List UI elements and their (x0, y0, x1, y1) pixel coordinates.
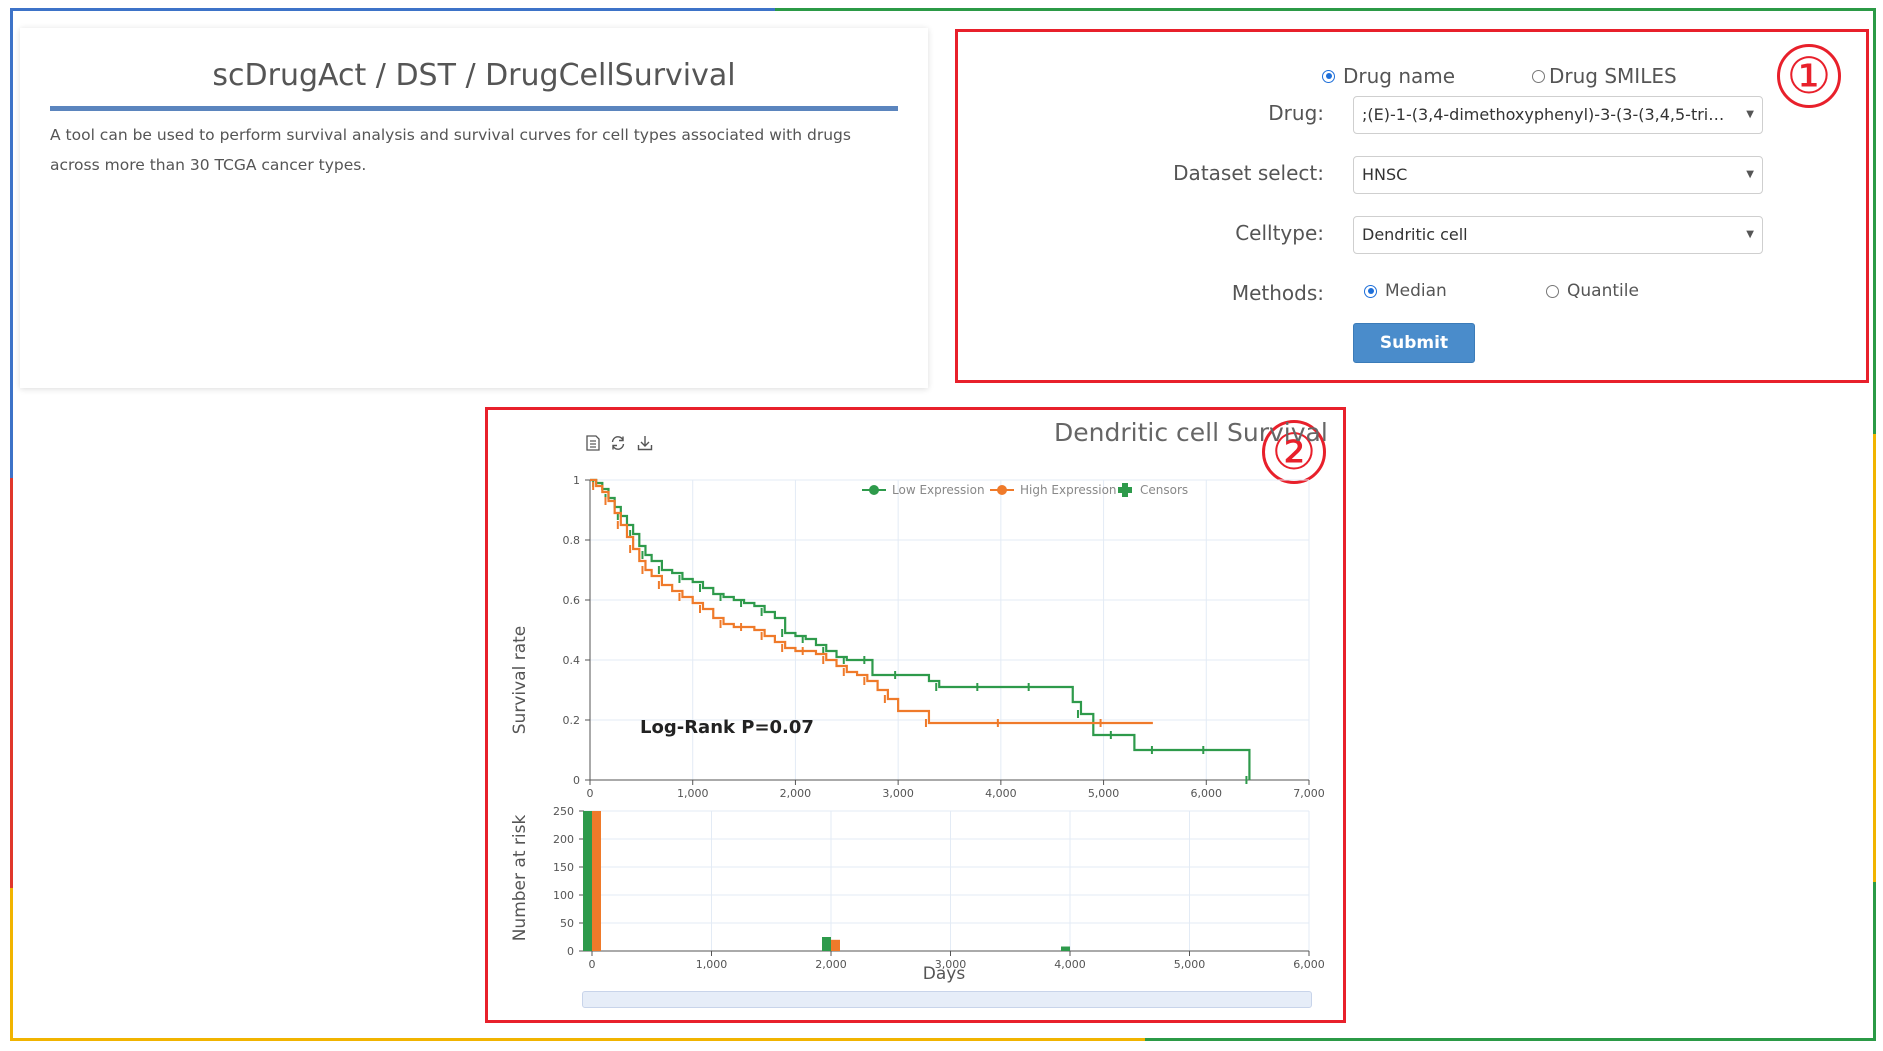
dataset-select[interactable]: HNSC ▼ (1353, 156, 1763, 194)
celltype-select-value: Dendritic cell (1362, 225, 1468, 244)
radio-method-median-icon (1364, 284, 1377, 298)
annotation-marker-1: ① (1777, 44, 1841, 108)
restore-icon[interactable] (609, 434, 627, 452)
radio-drug-name[interactable]: Drug name (1322, 64, 1455, 88)
chevron-down-icon: ▼ (1746, 229, 1754, 240)
tool-description: A tool can be used to perform survival a… (50, 126, 851, 174)
frame-left-yellow (10, 888, 13, 1041)
data-view-icon[interactable] (584, 434, 602, 452)
title-divider (50, 106, 898, 111)
radio-drug-name-label: Drug name (1343, 64, 1456, 88)
chart-title: Dendritic cell Survival (1054, 418, 1328, 447)
dataset-label: Dataset select: (1173, 161, 1324, 185)
radio-drug-smiles[interactable]: Drug SMILES (1532, 64, 1677, 88)
radio-drug-name-icon (1322, 69, 1335, 83)
drug-label: Drug: (1268, 101, 1324, 125)
radio-method-quantile[interactable]: Quantile (1546, 281, 1639, 301)
frame-right-green-low (1873, 882, 1876, 1041)
frame-bottom-green (1145, 1038, 1876, 1041)
submit-button[interactable]: Submit (1353, 323, 1475, 363)
frame-right-green (1873, 8, 1876, 434)
celltype-label: Celltype: (1235, 221, 1324, 245)
annotation-marker-2: ② (1262, 420, 1326, 484)
drug-select[interactable]: ;(E)-1-(3,4-dimethoxyphenyl)-3-(3-(3,4,5… (1353, 96, 1763, 134)
chevron-down-icon: ▼ (1746, 109, 1754, 120)
methods-label: Methods: (1231, 281, 1324, 305)
dataset-select-value: HNSC (1362, 165, 1408, 184)
frame-left-red (10, 478, 13, 888)
chevron-down-icon: ▼ (1746, 169, 1754, 180)
datazoom-slider[interactable] (582, 991, 1312, 1008)
radio-drug-smiles-label: Drug SMILES (1549, 64, 1677, 88)
radio-drug-smiles-icon (1532, 69, 1545, 83)
radio-method-median-label: Median (1385, 281, 1447, 301)
frame-top-green (775, 8, 1876, 11)
drug-select-value: ;(E)-1-(3,4-dimethoxyphenyl)-3-(3-(3,4,5… (1362, 105, 1762, 124)
frame-bottom-yellow (10, 1038, 1145, 1041)
celltype-select[interactable]: Dendritic cell ▼ (1353, 216, 1763, 254)
frame-top-blue (10, 8, 775, 11)
form-highlight-box (955, 29, 1869, 383)
radio-method-quantile-label: Quantile (1567, 281, 1639, 301)
save-image-icon[interactable] (636, 434, 654, 452)
frame-right-yellow (1873, 434, 1876, 882)
page-title: scDrugAct / DST / DrugCellSurvival (212, 58, 736, 93)
radio-method-median[interactable]: Median (1364, 281, 1447, 301)
header-card: scDrugAct / DST / DrugCellSurvival A too… (20, 28, 928, 388)
frame-left-blue (10, 8, 13, 478)
chart-highlight-box (485, 407, 1346, 1023)
radio-method-quantile-icon (1546, 284, 1559, 298)
